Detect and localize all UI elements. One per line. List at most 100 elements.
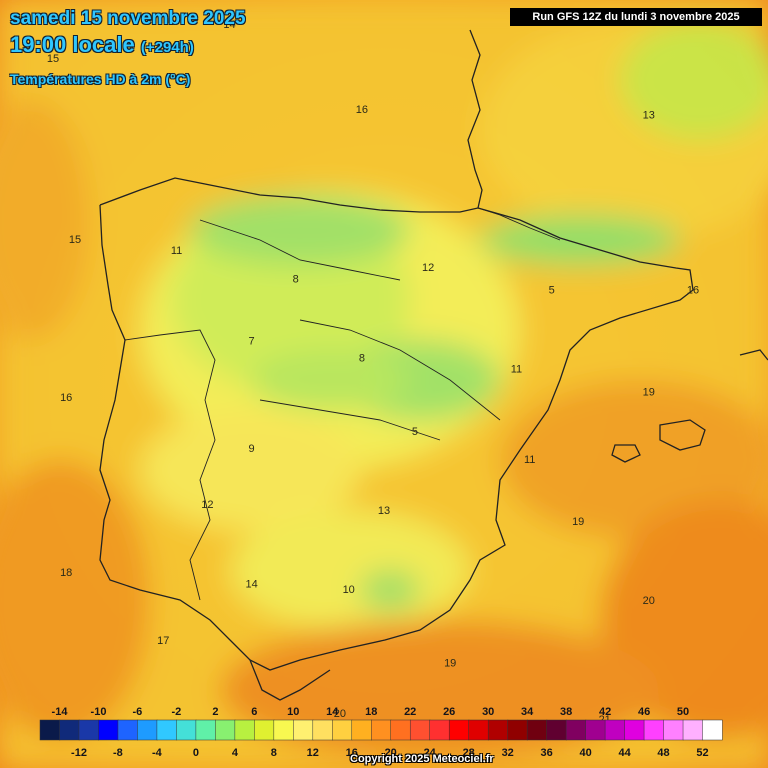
legend-swatch [390, 719, 411, 741]
legend-swatch [585, 719, 606, 741]
temperature-value: 13 [378, 505, 390, 517]
legend-top-label: 50 [677, 706, 689, 718]
legend-bottom-label: 40 [579, 747, 591, 759]
legend-top-label: 30 [482, 706, 494, 718]
temperature-value: 19 [572, 516, 584, 528]
legend-bottom-label: 8 [271, 747, 277, 759]
temperature-value: 19 [643, 386, 655, 398]
temperature-value: 14 [245, 578, 257, 590]
legend-bottom-label: 4 [232, 747, 239, 759]
temperature-value: 15 [69, 234, 81, 246]
temperature-value: 8 [293, 273, 299, 285]
temperature-value: 15 [47, 53, 59, 65]
legend-top-label: -2 [172, 706, 182, 718]
temperature-value: 5 [549, 285, 555, 297]
borders [124, 207, 561, 601]
legend-swatch [468, 719, 489, 741]
legend-top-label: 38 [560, 706, 572, 718]
temperature-value: 20 [334, 708, 346, 720]
legend-top-label: 42 [599, 706, 611, 718]
legend-bottom-label: -8 [113, 747, 123, 759]
forecast-time-text: 19:00 locale [10, 32, 135, 57]
legend-bottom-label: 20 [385, 747, 397, 759]
legend-swatch [507, 719, 528, 741]
legend-bottom-label: 52 [696, 747, 708, 759]
legend-top-label: -14 [52, 706, 69, 718]
legend-top-label: 14 [326, 706, 339, 718]
legend-top-label: 46 [638, 706, 650, 718]
legend-swatch [526, 719, 548, 741]
forecast-offset: (+294h) [140, 39, 194, 56]
temperature-value: 11 [171, 245, 182, 257]
legend-swatch [39, 719, 61, 741]
legend-swatch [624, 719, 645, 741]
legend-top-label: 34 [521, 706, 534, 718]
legend-top-label: 10 [287, 706, 299, 718]
legend-swatch [195, 719, 217, 741]
legend-swatch [273, 719, 294, 741]
coastlines [99, 29, 768, 701]
legend-top-label: 18 [365, 706, 377, 718]
legend-swatch [487, 719, 509, 741]
temperature-value: 16 [356, 104, 368, 116]
temperature-value: 9 [249, 443, 255, 455]
legend-swatch [429, 719, 450, 741]
legend-swatch [293, 719, 314, 741]
legend-swatch [351, 719, 372, 741]
temperature-value: 12 [201, 499, 213, 511]
legend-bottom-label: -12 [71, 747, 87, 759]
legend-swatch [702, 719, 723, 741]
legend-bottom-label: 28 [463, 747, 475, 759]
temperature-value: 11 [524, 454, 535, 466]
legend-swatch [78, 719, 100, 741]
legend-swatch [546, 719, 567, 741]
temperature-value: 12 [422, 262, 434, 274]
legend-swatch [215, 719, 236, 741]
legend-bottom-label: -4 [152, 747, 163, 759]
legend-top-labels: -14 -10 -6 -2 2 6 10 14 18 22 26 30 34 38 42 46 50 [52, 706, 690, 718]
temperature-value: 11 [511, 364, 522, 376]
parameter-title: Températures HD à 2m (°C) [10, 71, 191, 87]
color-legend: -14 -10 -6 -2 2 6 10 14 18 22 26 30 34 38 42 46 50 -12 -8… [39, 706, 723, 759]
legend-top-label: 2 [212, 706, 218, 718]
legend-swatch [156, 719, 178, 741]
legend-top-label: -10 [91, 706, 107, 718]
legend-bottom-label: 24 [424, 747, 437, 759]
run-info: Run GFS 12Z du lundi 3 novembre 2025 [510, 8, 762, 26]
legend-top-label: 22 [404, 706, 416, 718]
legend-swatch [59, 719, 80, 741]
temperature-value: 16 [60, 392, 72, 404]
forecast-date: samedi 15 novembre 2025 [10, 8, 246, 29]
legend-bottom-labels: -12 -8 -4 0 4 8 12 16 20 24 28 32 36 40 44 48 52 [71, 747, 709, 759]
temperature-value: 16 [687, 285, 699, 297]
legend-swatch [234, 719, 255, 741]
legend-bottom-label: 48 [657, 747, 669, 759]
temperature-value: 5 [412, 426, 418, 438]
temperature-value: 10 [343, 584, 355, 596]
legend-swatch [117, 719, 139, 741]
legend-bottom-label: 36 [540, 747, 552, 759]
legend-swatch [565, 719, 587, 741]
copyright: Copyright 2025 Meteociel.fr [350, 753, 494, 765]
legend-bottom-label: 0 [193, 747, 199, 759]
temperature-value: 8 [359, 352, 365, 364]
legend-swatch [98, 719, 119, 741]
legend-swatch [137, 719, 158, 741]
legend-top-label: 6 [251, 706, 257, 718]
temperature-value: 7 [249, 336, 255, 348]
temperature-value: 13 [643, 110, 655, 122]
legend-swatch [254, 719, 275, 741]
legend-swatch [604, 719, 626, 741]
legend-swatch [312, 719, 333, 741]
forecast-time: 19:00 locale (+294h) [10, 32, 194, 58]
legend-swatch [409, 719, 431, 741]
legend-top-label: -6 [133, 706, 143, 718]
temperature-value: 18 [60, 567, 72, 579]
legend-bottom-label: 16 [346, 747, 358, 759]
legend-top-label: 26 [443, 706, 455, 718]
legend-bottom-label: 12 [307, 747, 319, 759]
temperature-value: 17 [157, 635, 169, 647]
temperature-value: 20 [643, 595, 655, 607]
legend-bottom-label: 44 [618, 747, 631, 759]
